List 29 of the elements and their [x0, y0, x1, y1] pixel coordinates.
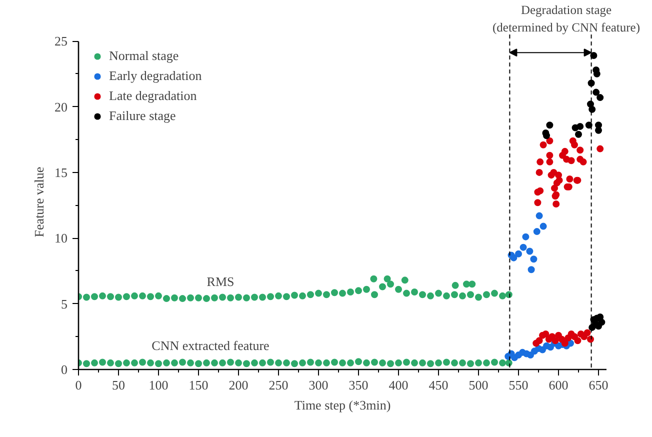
x-tick-label: 250	[268, 378, 288, 392]
x-axis-title: Time step (*3min)	[294, 398, 391, 412]
legend-label: Early degradation	[109, 68, 202, 84]
y-tick-label: 10	[54, 230, 68, 246]
legend-label: Late degradation	[109, 88, 197, 104]
y-tick-label: 20	[54, 99, 68, 114]
annotation: CNN extracted feature	[152, 338, 270, 353]
x-tick-label: 150	[188, 378, 208, 392]
x-tick-label: 0	[75, 378, 82, 392]
x-tick-label: 350	[348, 378, 368, 392]
legend-label: Normal stage	[109, 48, 179, 64]
x-tick-label: 550	[508, 378, 528, 392]
x-tick-label: 50	[112, 378, 125, 392]
legend-label: Failure stage	[109, 108, 176, 124]
x-tick-label: 450	[428, 378, 448, 392]
x-tick-label: 400	[388, 378, 408, 392]
y-tick-label: 0	[61, 362, 68, 377]
text: Degradation stage (determined by CNN feature)	[492, 3, 640, 34]
y-axis-title: Feature value	[32, 166, 46, 238]
y-tick-label: 15	[54, 164, 68, 180]
x-tick-label: 650	[588, 378, 608, 392]
x-tick-label: 100	[148, 378, 168, 392]
y-tick-label: 5	[61, 296, 68, 312]
x-tick-label: 500	[468, 378, 488, 392]
x-tick-label: 300	[308, 378, 328, 392]
y-tick-label: 25	[54, 34, 68, 49]
x-tick-label: 200	[228, 378, 248, 392]
x-tick-label: 600	[548, 378, 568, 392]
annotation: RMS	[206, 274, 234, 289]
